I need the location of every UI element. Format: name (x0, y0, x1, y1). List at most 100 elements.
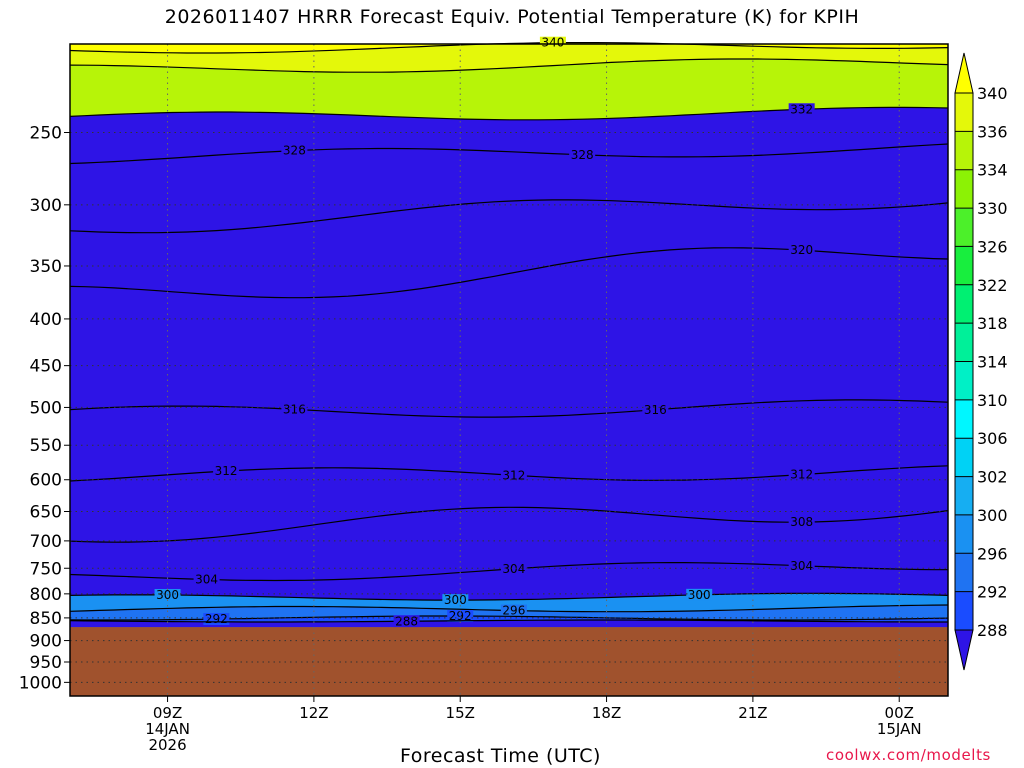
colorbar-label-302: 302 (977, 468, 1008, 487)
x-tick-label-9-1: 14JAN (145, 720, 190, 738)
colorbar-segment-11 (955, 514, 973, 554)
colorbar-top-arrow (954, 52, 974, 94)
colorbar-label-340: 340 (977, 84, 1008, 103)
y-tick-label-300: 300 (30, 196, 62, 216)
colorbar-label-318: 318 (977, 314, 1008, 333)
contour-label-312: 312 (215, 464, 238, 478)
colorbar-label-292: 292 (977, 583, 1008, 602)
contour-label-320: 320 (790, 243, 813, 257)
contour-316 (69, 399, 949, 418)
contour-label-bg (788, 468, 815, 481)
colorbar-segment-13 (955, 591, 973, 631)
colorbar-segment-1 (955, 131, 973, 171)
contour-label-bg (788, 244, 815, 257)
contour-328 (69, 143, 949, 165)
contour-288 (69, 619, 948, 623)
colorbar-segment-7 (955, 361, 973, 401)
contour-label-bg (788, 559, 815, 572)
contour-label-bg (642, 403, 669, 416)
y-tick-label-500: 500 (30, 398, 62, 418)
plot-frame (69, 43, 949, 697)
contour-label-bg (539, 36, 566, 49)
contour-300 (69, 592, 949, 601)
credit-link[interactable]: coolwx.com/modelts (826, 746, 991, 764)
contour-324 (69, 199, 949, 234)
contour-label-316: 316 (644, 403, 667, 417)
contour-label-312: 312 (790, 468, 813, 482)
colorbar-label-288: 288 (977, 621, 1008, 640)
colorbar-label-296: 296 (977, 544, 1008, 563)
colorbar-label-300: 300 (977, 506, 1008, 525)
x-tick-label-15-0: 15Z (446, 704, 475, 722)
colorbar-label-310: 310 (977, 391, 1008, 410)
colorbar-label-334: 334 (977, 161, 1008, 180)
contour-label-bg (442, 594, 469, 607)
colorbar-label-314: 314 (977, 353, 1008, 372)
colorbar-segment-2 (955, 169, 973, 209)
colorbar-segment-9 (955, 438, 973, 478)
x-tick-label-12-0: 12Z (299, 704, 328, 722)
contour-label-300: 300 (688, 588, 711, 602)
colorbar-segment-4 (955, 246, 973, 286)
y-tick-label-650: 650 (30, 502, 62, 522)
colorbar-label-322: 322 (977, 276, 1008, 295)
y-tick-label-400: 400 (30, 310, 62, 330)
colorbar-segment-12 (955, 553, 973, 593)
contour-label-bg (788, 103, 815, 116)
colorbar-bottom-arrow (954, 629, 974, 671)
contour-label-bg (213, 465, 240, 478)
colorbar-label-326: 326 (977, 237, 1008, 256)
contour-336 (69, 58, 949, 73)
contour-label-288: 288 (395, 614, 418, 628)
contour-label-bg (500, 604, 527, 617)
x-tick-label-21-0: 21Z (738, 704, 767, 722)
y-tick-label-850: 850 (30, 609, 62, 629)
contour-label-304: 304 (790, 559, 813, 573)
colorbar-segment-8 (955, 399, 973, 439)
contour-label-bg (500, 469, 527, 482)
y-tick-label-350: 350 (30, 257, 62, 277)
colorbar-segment-10 (955, 476, 973, 516)
x-tick-label-9-2: 2026 (148, 736, 186, 754)
contour-label-312: 312 (502, 468, 525, 482)
contour-label-296: 296 (502, 604, 525, 618)
x-axis-title: Forecast Time (UTC) (400, 745, 601, 767)
x-tick-label-24-0: 00Z (885, 704, 914, 722)
contour-label-308: 308 (790, 515, 813, 529)
y-tick-label-750: 750 (30, 559, 62, 579)
contour-label-bg (569, 148, 596, 161)
colorbar-label-330: 330 (977, 199, 1008, 218)
y-tick-label-900: 900 (30, 632, 62, 652)
field-band-288 (70, 620, 948, 628)
x-tick-label-9-0: 09Z (153, 704, 182, 722)
contour-label-304: 304 (502, 562, 525, 576)
contour-label-bg (281, 403, 308, 416)
contour-label-340: 340 (541, 36, 564, 50)
contour-label-328: 328 (283, 144, 306, 158)
contour-label-bg (788, 516, 815, 529)
y-tick-label-1000: 1000 (19, 673, 62, 693)
contour-label-292: 292 (205, 612, 228, 626)
y-tick-label-250: 250 (30, 124, 62, 144)
contour-label-328: 328 (571, 148, 594, 162)
y-tick-label-450: 450 (30, 357, 62, 377)
colorbar-segment-5 (955, 284, 973, 324)
colorbar-label-306: 306 (977, 429, 1008, 448)
x-tick-label-24-1: 15JAN (877, 720, 922, 738)
contour-label-300: 300 (444, 593, 467, 607)
contour-label-bg (281, 144, 308, 157)
contour-label-316: 316 (283, 402, 306, 416)
contour-label-bg (193, 573, 220, 586)
y-tick-label-950: 950 (30, 653, 62, 673)
contour-label-bg (500, 562, 527, 575)
y-tick-label-600: 600 (30, 471, 62, 491)
contour-label-bg (686, 588, 713, 601)
y-tick-label-800: 800 (30, 585, 62, 605)
colorbar-segment-0 (955, 93, 973, 132)
chart-title: 2026011407 HRRR Forecast Equiv. Potentia… (164, 6, 860, 28)
colorbar-segment-3 (955, 208, 973, 247)
contour-label-332: 332 (790, 102, 813, 116)
y-tick-label-700: 700 (30, 532, 62, 552)
colorbar-segment-6 (955, 323, 973, 362)
